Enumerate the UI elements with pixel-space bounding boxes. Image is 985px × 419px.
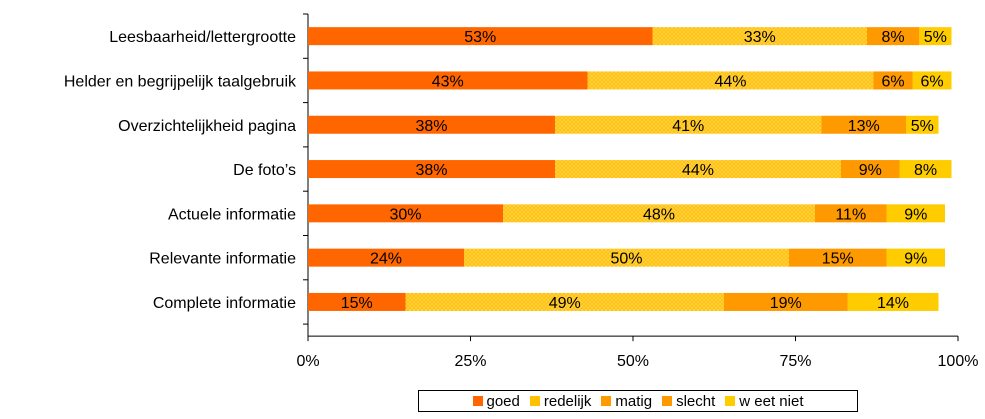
bar-segment-slecht bbox=[873, 71, 913, 90]
bar-segment-redelijk bbox=[555, 115, 822, 134]
x-tick-label: 25% bbox=[454, 353, 486, 370]
legend-label: goed bbox=[486, 392, 520, 410]
data-label: 14% bbox=[877, 295, 909, 312]
data-label: 24% bbox=[370, 251, 402, 268]
data-label: 38% bbox=[415, 162, 447, 179]
legend-swatch bbox=[529, 396, 540, 406]
bar-segment-redelijk bbox=[405, 292, 724, 311]
data-label: 50% bbox=[610, 251, 642, 268]
data-label: 15% bbox=[822, 251, 854, 268]
bar-segment-slecht bbox=[789, 248, 887, 267]
legend-label: redelijk bbox=[543, 392, 592, 410]
data-label: 6% bbox=[881, 73, 904, 90]
bar-segment-w-eet-niet bbox=[899, 160, 952, 179]
legend-item: w eet niet bbox=[725, 392, 804, 410]
bar-segment-w-eet-niet bbox=[847, 292, 939, 311]
bar-segment-goed bbox=[308, 160, 555, 179]
legend-item: matig bbox=[601, 393, 652, 410]
x-tick-label: 0% bbox=[296, 353, 319, 370]
data-label: 43% bbox=[432, 73, 464, 90]
legend-swatch bbox=[725, 396, 736, 406]
data-label: 33% bbox=[744, 29, 776, 46]
data-label: 19% bbox=[770, 295, 802, 312]
bar-segment-w-eet-niet bbox=[919, 27, 952, 46]
data-label: 11% bbox=[835, 206, 866, 223]
data-label: 13% bbox=[848, 118, 880, 135]
category-label: Overzichtelijkheid pagina bbox=[118, 118, 296, 135]
legend-swatch bbox=[601, 396, 612, 406]
category-label: Relevante informatie bbox=[149, 251, 296, 268]
data-label: 6% bbox=[920, 73, 943, 90]
data-label: 49% bbox=[549, 295, 581, 312]
data-label: 9% bbox=[904, 251, 927, 268]
x-tick-label: 100% bbox=[938, 353, 979, 370]
bar-segment-w-eet-niet bbox=[906, 115, 939, 134]
data-label: 38% bbox=[415, 118, 447, 135]
data-label: 48% bbox=[643, 206, 675, 223]
bar-segment-goed bbox=[308, 204, 503, 223]
bar-segment-w-eet-niet bbox=[886, 248, 945, 267]
data-label: 41% bbox=[672, 118, 704, 135]
bar-segment-redelijk bbox=[503, 204, 815, 223]
category-label: Complete informatie bbox=[153, 295, 296, 312]
data-label: 9% bbox=[859, 162, 882, 179]
data-label: 8% bbox=[914, 162, 937, 179]
bar-segment-goed bbox=[308, 27, 653, 46]
bar-segment-redelijk bbox=[555, 160, 841, 179]
legend-label: slecht bbox=[676, 392, 716, 410]
bar-segment-redelijk bbox=[464, 248, 789, 267]
bar-segment-w-eet-niet bbox=[912, 71, 952, 90]
bar-segment-redelijk bbox=[587, 71, 874, 90]
legend-swatch bbox=[472, 396, 483, 406]
data-label: 30% bbox=[389, 206, 421, 223]
data-label: 5% bbox=[911, 118, 934, 135]
legend-item: goed bbox=[472, 392, 520, 410]
bar-segment-w-eet-niet bbox=[886, 204, 945, 223]
data-label: 44% bbox=[682, 162, 714, 179]
bar-segment-slecht bbox=[867, 27, 919, 46]
data-label: 44% bbox=[714, 73, 746, 90]
category-label: De foto’s bbox=[233, 162, 296, 179]
bar-segment-goed bbox=[308, 248, 464, 267]
legend-label: w eet niet bbox=[739, 392, 804, 410]
bar-segment-redelijk bbox=[652, 27, 867, 46]
bar-segment-slecht bbox=[821, 115, 906, 134]
x-tick-label: 50% bbox=[617, 353, 649, 370]
data-label: 5% bbox=[924, 29, 947, 46]
bar-segment-matig bbox=[724, 292, 848, 311]
data-label: 15% bbox=[341, 295, 373, 312]
bar-segment-goed bbox=[308, 292, 406, 311]
x-tick-label: 75% bbox=[779, 353, 811, 370]
data-label: 53% bbox=[464, 29, 496, 46]
bar-segment-goed bbox=[308, 71, 588, 90]
chart-legend: goed redelijk matig slecht w eet niet bbox=[418, 390, 858, 412]
bar-segment-slecht bbox=[841, 160, 900, 179]
legend-item: slecht bbox=[662, 393, 715, 410]
category-label: Leesbaarheid/lettergrootte bbox=[109, 29, 296, 46]
category-label: Helder en begrijpelijk taalgebruik bbox=[64, 73, 297, 90]
legend-swatch bbox=[662, 396, 673, 406]
bar-segment-goed bbox=[308, 115, 555, 134]
bar-segment-slecht bbox=[815, 204, 887, 223]
category-label: Actuele informatie bbox=[168, 206, 296, 223]
data-label: 9% bbox=[904, 206, 927, 223]
data-label: 8% bbox=[881, 29, 904, 46]
legend-label: matig bbox=[615, 392, 653, 410]
legend-item: redelijk bbox=[529, 392, 592, 410]
